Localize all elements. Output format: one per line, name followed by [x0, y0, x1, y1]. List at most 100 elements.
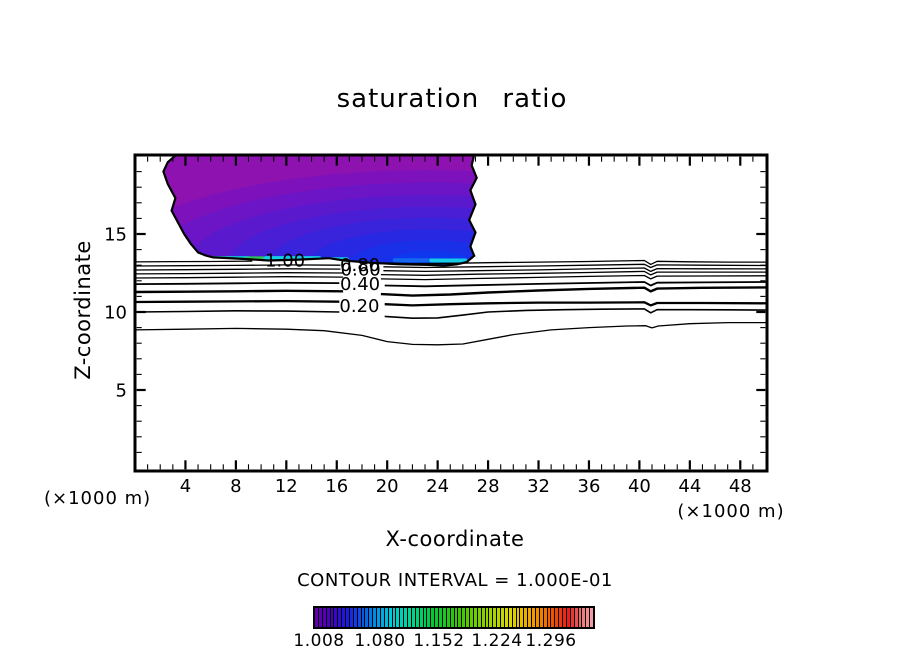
contour-interval-text: CONTOUR INTERVAL = 1.000E-01: [297, 570, 613, 591]
colorbar-cell: [563, 608, 567, 627]
colorbar-cell: [586, 608, 591, 627]
colorbar-cell: [427, 608, 432, 627]
colorbar-cell: [338, 608, 343, 627]
contour-label: 0.60: [341, 260, 381, 281]
x-tick-label: 8: [230, 476, 241, 497]
x-tick-label: 48: [729, 476, 752, 497]
colorbar-cell: [493, 608, 498, 627]
colorbar-cell: [566, 608, 571, 627]
colorbar-cell: [353, 608, 358, 627]
contour-label: 0.80: [340, 255, 380, 276]
colorbar-cell: [582, 608, 587, 627]
x-tick-label: 16: [325, 476, 348, 497]
colorbar-cell: [415, 608, 420, 627]
colorbar-cell: [392, 608, 397, 627]
y-tick-label: 5: [116, 381, 127, 402]
colorbar-cell: [318, 608, 323, 627]
colorbar-cell: [404, 608, 408, 627]
colorbar-cell: [520, 608, 525, 627]
colorbar-cell: [408, 608, 412, 627]
x-tick-label: 20: [376, 476, 399, 497]
colorbar-label: 1.008: [293, 631, 345, 651]
colorbar-cell: [342, 608, 346, 627]
colorbar-cell: [473, 608, 478, 627]
colorbar-cell: [400, 608, 405, 627]
colorbar-cell: [466, 608, 470, 627]
colorbar-cell: [489, 608, 494, 627]
x-tick-label: 44: [678, 476, 701, 497]
colorbar-cell: [547, 608, 552, 627]
colorbar-cell: [555, 608, 560, 627]
colorbar-cell: [458, 608, 463, 627]
colorbar-cell: [477, 608, 482, 627]
colorbar-cell: [322, 608, 327, 627]
colorbar-cell: [485, 608, 490, 627]
colorbar: 1.008 1.080 1.152 1.224 1.296: [293, 606, 595, 666]
colorbar-cell: [346, 608, 350, 627]
x-axis-unit-right: (×1000 m): [677, 501, 785, 522]
x-tick-label: 36: [578, 476, 601, 497]
x-tick-labels: 4 8 12 16 20 24 28 32 36 40 44 48: [180, 476, 752, 497]
x-tick-label: 24: [426, 476, 449, 497]
colorbar-cell: [357, 608, 362, 627]
x-tick-label: 28: [477, 476, 500, 497]
contour-label: 0.20: [339, 296, 379, 317]
colorbar-cell: [384, 608, 389, 627]
x-axis-unit-left: (×1000 m): [44, 488, 152, 509]
colorbar-cell: [470, 608, 474, 627]
x-axis-title: X-coordinate: [385, 527, 525, 551]
colorbar-cell: [570, 608, 575, 627]
colorbar-cell: [532, 608, 536, 627]
colorbar-cell: [446, 608, 451, 627]
colorbar-cell: [539, 608, 544, 627]
y-axis-title: Z-coordinate: [71, 240, 95, 380]
colorbar-cell: [590, 608, 593, 627]
colorbar-cell: [578, 608, 583, 627]
colorbar-label: 1.080: [354, 631, 406, 651]
colorbar-cell: [419, 608, 424, 627]
colorbar-cell: [462, 608, 467, 627]
colorbar-cell: [373, 608, 377, 627]
colorbar-cell: [439, 608, 443, 627]
colorbar-cell: [543, 608, 548, 627]
y-tick-label: 10: [104, 303, 127, 324]
colorbar-cell: [334, 608, 339, 627]
x-tick-label: 32: [527, 476, 550, 497]
colorbar-cell: [396, 608, 401, 627]
colorbar-cell: [388, 608, 393, 627]
colorbar-cell: [501, 608, 505, 627]
colorbar-cell: [330, 608, 335, 627]
contour-line-labels: 1.00 0.800.600.400.20: [265, 251, 381, 317]
colorbar-cell: [365, 608, 370, 627]
colorbar-cell: [454, 608, 459, 627]
colorbar-cell: [361, 608, 366, 627]
colorbar-label: 1.296: [525, 631, 577, 651]
colorbar-cell: [423, 608, 428, 627]
contour-label: 0.40: [340, 274, 380, 295]
colorbar-cell: [411, 608, 416, 627]
x-tick-label: 40: [628, 476, 651, 497]
colorbar-cell: [431, 608, 436, 627]
y-tick-label: 15: [104, 225, 127, 246]
y-tick-labels: 5 10 15: [104, 225, 127, 402]
colorbar-cell: [528, 608, 532, 627]
colorbar-cell: [524, 608, 529, 627]
colorbar-cell: [497, 608, 501, 627]
colorbar-cell: [504, 608, 509, 627]
colorbar-label: 1.152: [413, 631, 465, 651]
x-tick-label: 12: [275, 476, 298, 497]
colorbar-cell: [369, 608, 374, 627]
colorbar-cell: [442, 608, 447, 627]
colorbar-cell: [574, 608, 579, 627]
colorbar-cell: [508, 608, 513, 627]
colorbar-cell: [551, 608, 556, 627]
colorbar-cell: [326, 608, 331, 627]
colorbar-cell: [315, 608, 319, 627]
colorbar-cell: [535, 608, 540, 627]
plot-frame: [133, 153, 769, 473]
colorbar-cell: [516, 608, 521, 627]
colorbar-cell: [559, 608, 563, 627]
contour-label: 1.00: [265, 251, 305, 272]
